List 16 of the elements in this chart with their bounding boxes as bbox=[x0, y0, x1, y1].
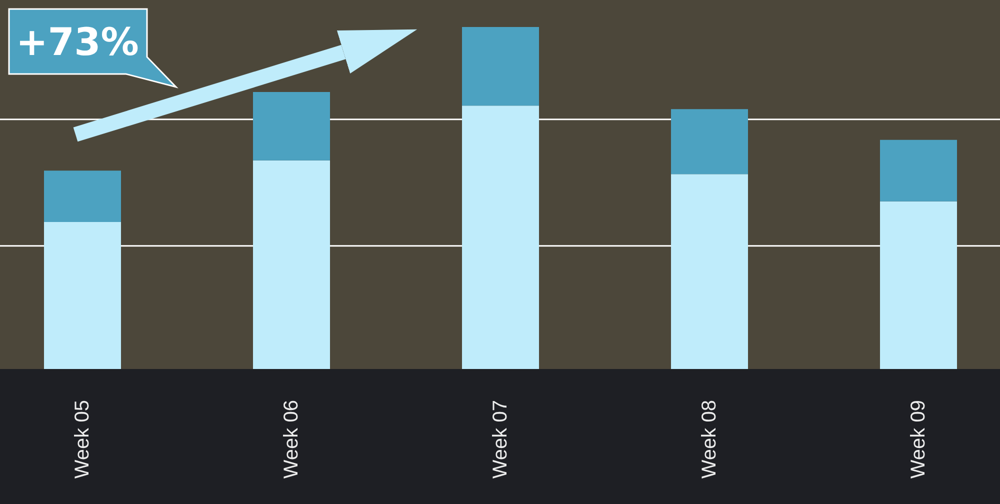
bar bbox=[880, 201, 956, 369]
bar bbox=[252, 160, 330, 369]
annotation: +73% bbox=[16, 20, 139, 64]
x-tick-label: Week 07 bbox=[489, 400, 511, 479]
bar bbox=[670, 109, 748, 174]
bar bbox=[880, 140, 956, 202]
bar bbox=[462, 27, 538, 106]
bar bbox=[462, 106, 538, 369]
bar bbox=[670, 174, 748, 369]
x-tick-label: Week 05 bbox=[71, 400, 93, 479]
bar bbox=[44, 222, 120, 369]
x-tick-label: Week 08 bbox=[698, 400, 720, 479]
x-tick-label: Week 09 bbox=[907, 400, 929, 479]
x-tick-label: Week 06 bbox=[280, 400, 302, 479]
bar bbox=[44, 170, 120, 222]
bar bbox=[252, 92, 330, 160]
